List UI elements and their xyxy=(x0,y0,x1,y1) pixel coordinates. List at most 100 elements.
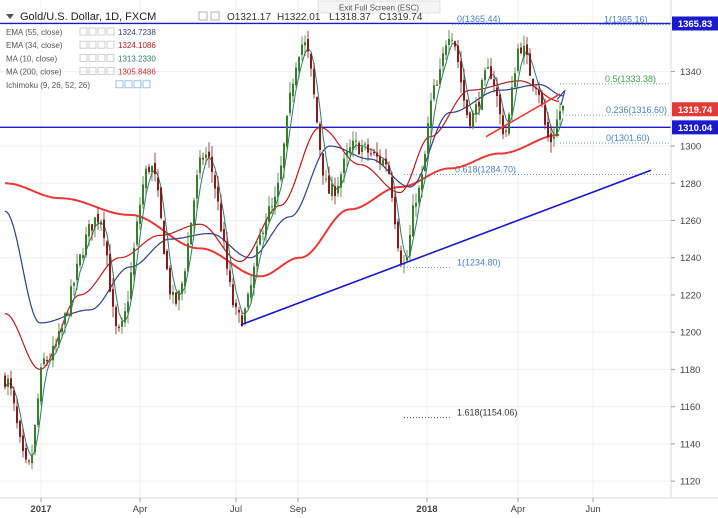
candle xyxy=(271,197,273,215)
candle-body xyxy=(193,200,195,226)
candle xyxy=(136,216,138,247)
candle-body xyxy=(196,175,198,199)
y-tick-label: 1200 xyxy=(680,328,701,339)
indicator-control-icon[interactable] xyxy=(115,80,124,89)
candle-body xyxy=(160,187,162,218)
candle xyxy=(190,222,192,245)
candle xyxy=(442,46,444,73)
settings-icon[interactable] xyxy=(210,11,220,21)
candle xyxy=(523,35,525,65)
indicator-control-icon[interactable] xyxy=(142,80,151,89)
candle-body xyxy=(346,151,348,157)
candle xyxy=(385,148,387,172)
indicator-control-icon[interactable] xyxy=(97,27,106,36)
candle xyxy=(373,148,375,156)
candle xyxy=(358,140,360,155)
candle-body xyxy=(424,154,426,172)
indicator-control-icon[interactable] xyxy=(106,40,115,49)
indicator-name: Ichimoku (9, 26, 52, 26) xyxy=(6,81,90,90)
candle xyxy=(10,370,12,396)
candle-body xyxy=(343,158,345,174)
indicator-row[interactable]: MA (200, close) 1305.8486 xyxy=(6,67,156,77)
candle-body xyxy=(187,243,189,272)
y-tick-label: 1280 xyxy=(680,179,701,190)
candle-body xyxy=(109,253,111,292)
candle-body xyxy=(481,80,483,110)
time-axis[interactable]: 2017 Apr Jul Sep 2018 Apr Jun xyxy=(30,498,601,515)
indicator-control-icon[interactable] xyxy=(97,67,106,75)
candle xyxy=(82,248,84,261)
price-label-text: 1310.04 xyxy=(678,123,713,134)
candle-body xyxy=(232,284,234,306)
indicator-control-icon[interactable] xyxy=(106,67,115,75)
candle xyxy=(115,304,117,335)
fib-level-label: 0.5(1333.38) xyxy=(605,74,656,84)
indicator-control-icon[interactable] xyxy=(88,54,97,62)
indicator-row[interactable]: Ichimoku (9, 26, 52, 26) xyxy=(6,80,151,90)
indicator-row[interactable]: EMA (55, close) 1324.7238 xyxy=(6,27,156,37)
candle-body xyxy=(49,360,51,362)
indicator-row[interactable]: EMA (34, close) 1324.1086 xyxy=(6,40,156,50)
indicator-control-icon[interactable] xyxy=(88,40,97,49)
indicator-row[interactable]: MA (10, close) 1313.2330 xyxy=(6,54,156,63)
candle xyxy=(223,221,225,250)
candle-body xyxy=(538,89,540,96)
indicator-name: EMA (55, close) xyxy=(6,28,63,37)
candle-body xyxy=(4,375,6,388)
indicator-control-icon[interactable] xyxy=(79,40,88,49)
candle-body xyxy=(16,406,18,424)
candle-body xyxy=(157,177,159,191)
indicator-control-icon[interactable] xyxy=(124,80,133,89)
indicator-control-icon[interactable] xyxy=(106,27,115,36)
y-tick-label: 1240 xyxy=(680,253,701,264)
candle-body xyxy=(286,115,288,147)
candle xyxy=(253,262,255,296)
candle xyxy=(499,92,501,125)
red-trendline[interactable] xyxy=(485,93,561,138)
candle-body xyxy=(415,202,417,207)
candle xyxy=(490,57,492,80)
indicator-control-icon[interactable] xyxy=(88,27,97,36)
indicator-control-icon[interactable] xyxy=(79,54,88,62)
candle-body xyxy=(484,70,486,81)
indicator-value: 1324.1086 xyxy=(118,41,156,50)
indicator-control-icon[interactable] xyxy=(79,67,88,75)
candle xyxy=(208,142,210,168)
fib-level-label: 1(1365.16) xyxy=(604,15,648,25)
collapse-arrow-icon[interactable] xyxy=(6,14,14,19)
candle-body xyxy=(133,247,135,276)
candle-body xyxy=(307,38,309,52)
candle-body xyxy=(10,378,12,389)
candle-body xyxy=(370,153,372,155)
indicator-control-icon[interactable] xyxy=(88,67,97,75)
indicator-control-icon[interactable] xyxy=(97,54,106,62)
price-axis[interactable]: 1120 1140 1160 1180 1200 1220 1240 1260 1280 1300… xyxy=(671,67,701,488)
candle-body xyxy=(37,398,39,425)
indicator-control-icon[interactable] xyxy=(106,54,115,62)
candle-body xyxy=(124,311,126,323)
candle xyxy=(466,99,468,119)
candle-body xyxy=(148,167,150,172)
indicator-control-icon[interactable] xyxy=(79,27,88,36)
candle-body xyxy=(280,165,282,180)
x-tick-label: Jul xyxy=(230,504,242,515)
candle xyxy=(370,147,372,157)
indicator-control-icon[interactable] xyxy=(133,80,142,89)
candle xyxy=(199,150,201,180)
candle-body xyxy=(76,263,78,281)
candle-body xyxy=(58,331,60,345)
exit-fullscreen-tooltip[interactable]: Exit Full Screen (ESC) xyxy=(317,0,441,14)
eye-icon[interactable] xyxy=(198,11,208,21)
candle-body xyxy=(361,146,363,153)
candle xyxy=(25,443,27,464)
candle-body xyxy=(409,234,411,256)
candle xyxy=(481,78,483,111)
price-label-box xyxy=(672,102,718,117)
indicator-control-icon[interactable] xyxy=(97,40,106,49)
candle xyxy=(46,355,48,366)
symbol-toolbar[interactable] xyxy=(198,11,220,21)
horizontal-lines xyxy=(0,22,671,129)
blue-trendline[interactable] xyxy=(240,169,652,326)
candle-body xyxy=(373,151,375,154)
